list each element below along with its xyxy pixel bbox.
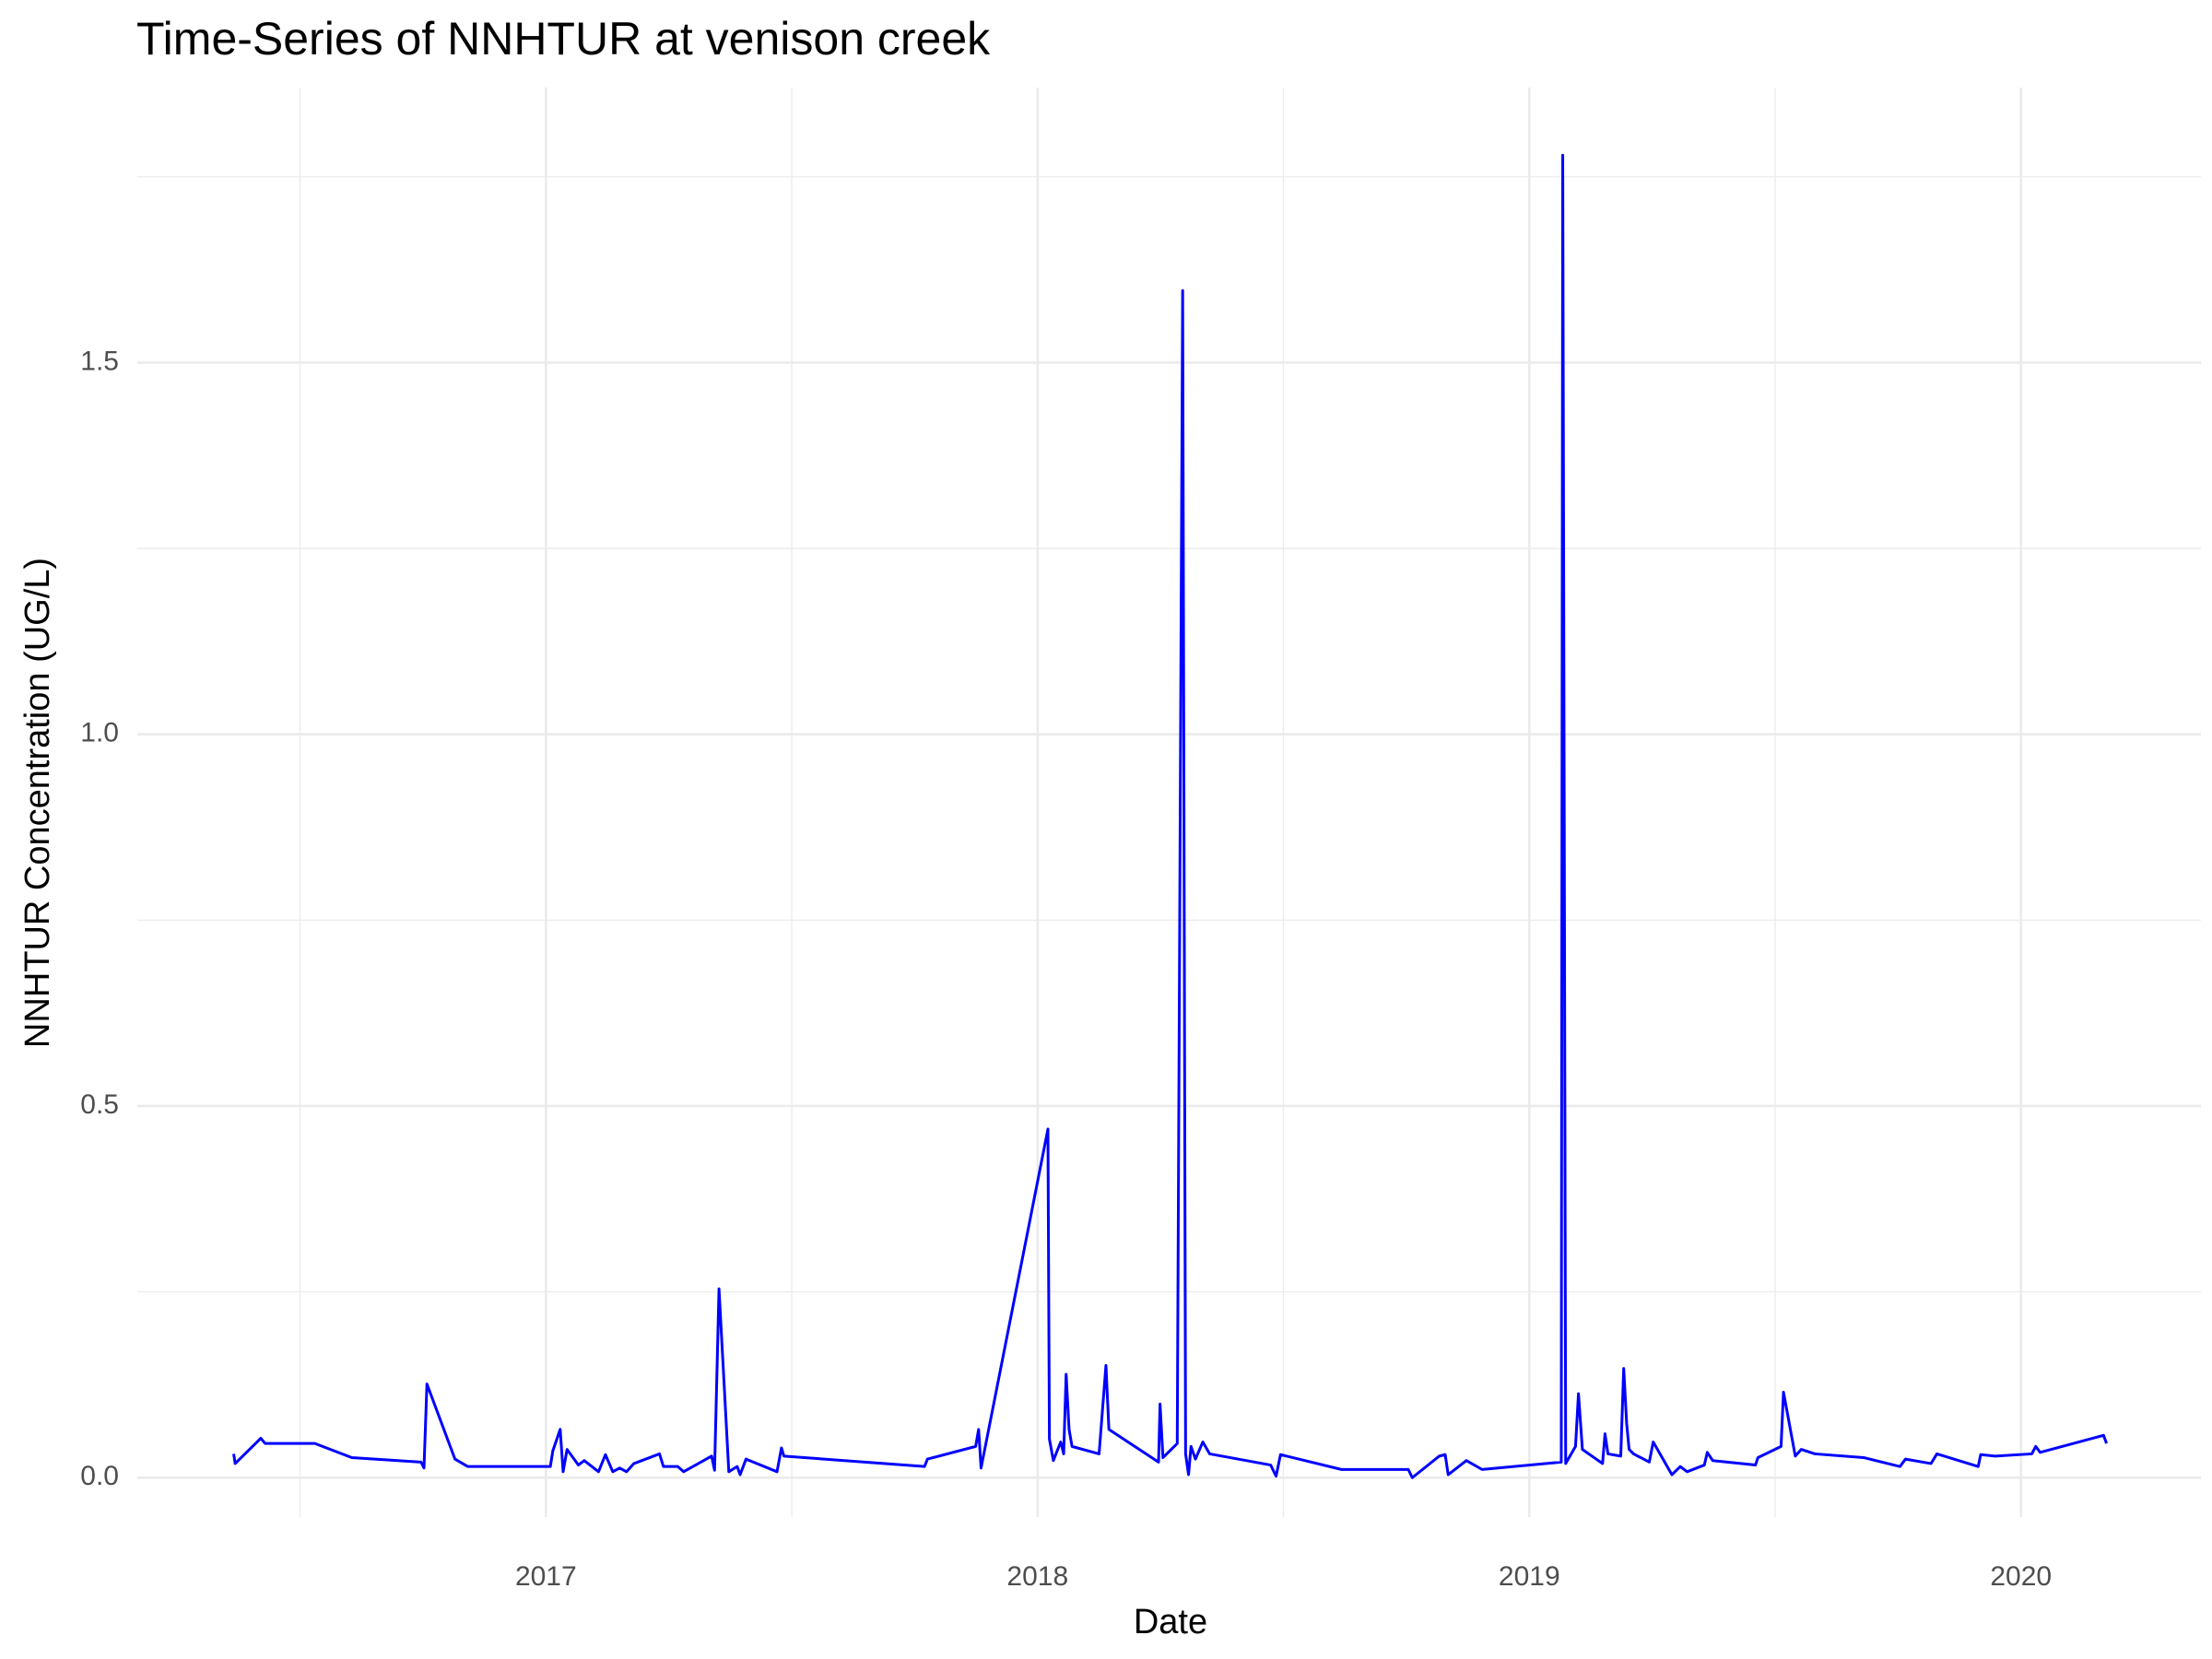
y-tick-label: 1.5: [80, 346, 119, 376]
data-line: [232, 153, 2108, 1479]
x-tick-label: 2019: [1499, 1561, 1560, 1592]
x-tick-label: 2017: [515, 1561, 577, 1592]
x-tick-label: 2020: [1990, 1561, 2052, 1592]
x-axis-title: Date: [1134, 1603, 1207, 1641]
y-tick-label: 0.5: [80, 1089, 119, 1120]
y-tick-label: 0.0: [80, 1461, 119, 1491]
chart-title: Time-Series of NNHTUR at venison creek: [136, 13, 991, 65]
y-tick-label: 1.0: [80, 718, 119, 748]
y-axis-title: NNHTUR Concentration (UG/L): [18, 558, 57, 1048]
x-tick-label: 2018: [1006, 1561, 1068, 1592]
